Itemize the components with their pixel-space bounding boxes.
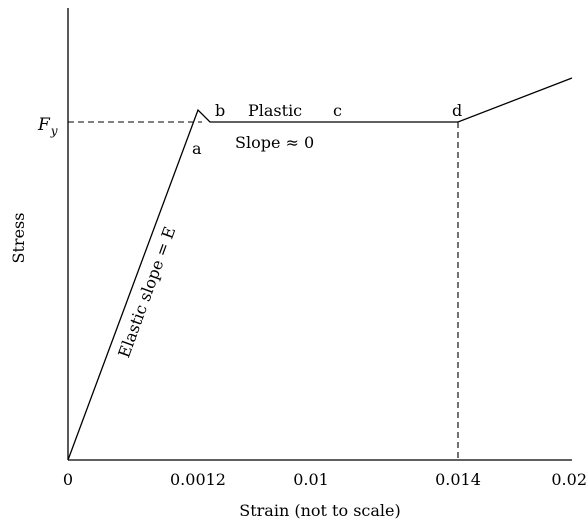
x-tick-label: 0 bbox=[63, 470, 73, 489]
x-axis-label: Strain (not to scale) bbox=[239, 501, 400, 520]
point-label-d: d bbox=[452, 101, 462, 120]
plastic-label: Plastic bbox=[248, 101, 302, 120]
point-label-b: b bbox=[215, 101, 225, 120]
point-label-a: a bbox=[192, 139, 202, 158]
x-tick-label: 0.01 bbox=[293, 470, 329, 489]
x-tick-label: 0.014 bbox=[435, 470, 481, 489]
stress-strain-curve bbox=[67, 77, 573, 461]
yield-stress-label: Fy bbox=[37, 115, 58, 138]
x-tick-label: 0.02 bbox=[551, 470, 587, 489]
y-axis-label: Stress bbox=[9, 213, 28, 264]
elastic-slope-label: Elastic slope = E bbox=[114, 224, 179, 360]
point-label-c: c bbox=[333, 101, 342, 120]
x-tick-label: 0.0012 bbox=[170, 470, 226, 489]
slope-zero-label: Slope ≈ 0 bbox=[235, 133, 314, 152]
